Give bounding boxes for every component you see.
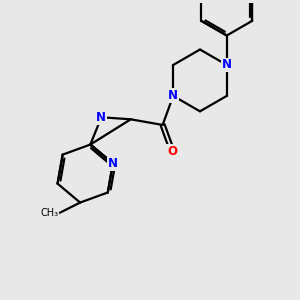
- Text: O: O: [167, 145, 177, 158]
- Text: N: N: [108, 157, 118, 170]
- Text: CH₃: CH₃: [40, 208, 58, 218]
- Text: N: N: [222, 58, 232, 71]
- Text: N: N: [168, 89, 178, 102]
- Text: N: N: [96, 111, 106, 124]
